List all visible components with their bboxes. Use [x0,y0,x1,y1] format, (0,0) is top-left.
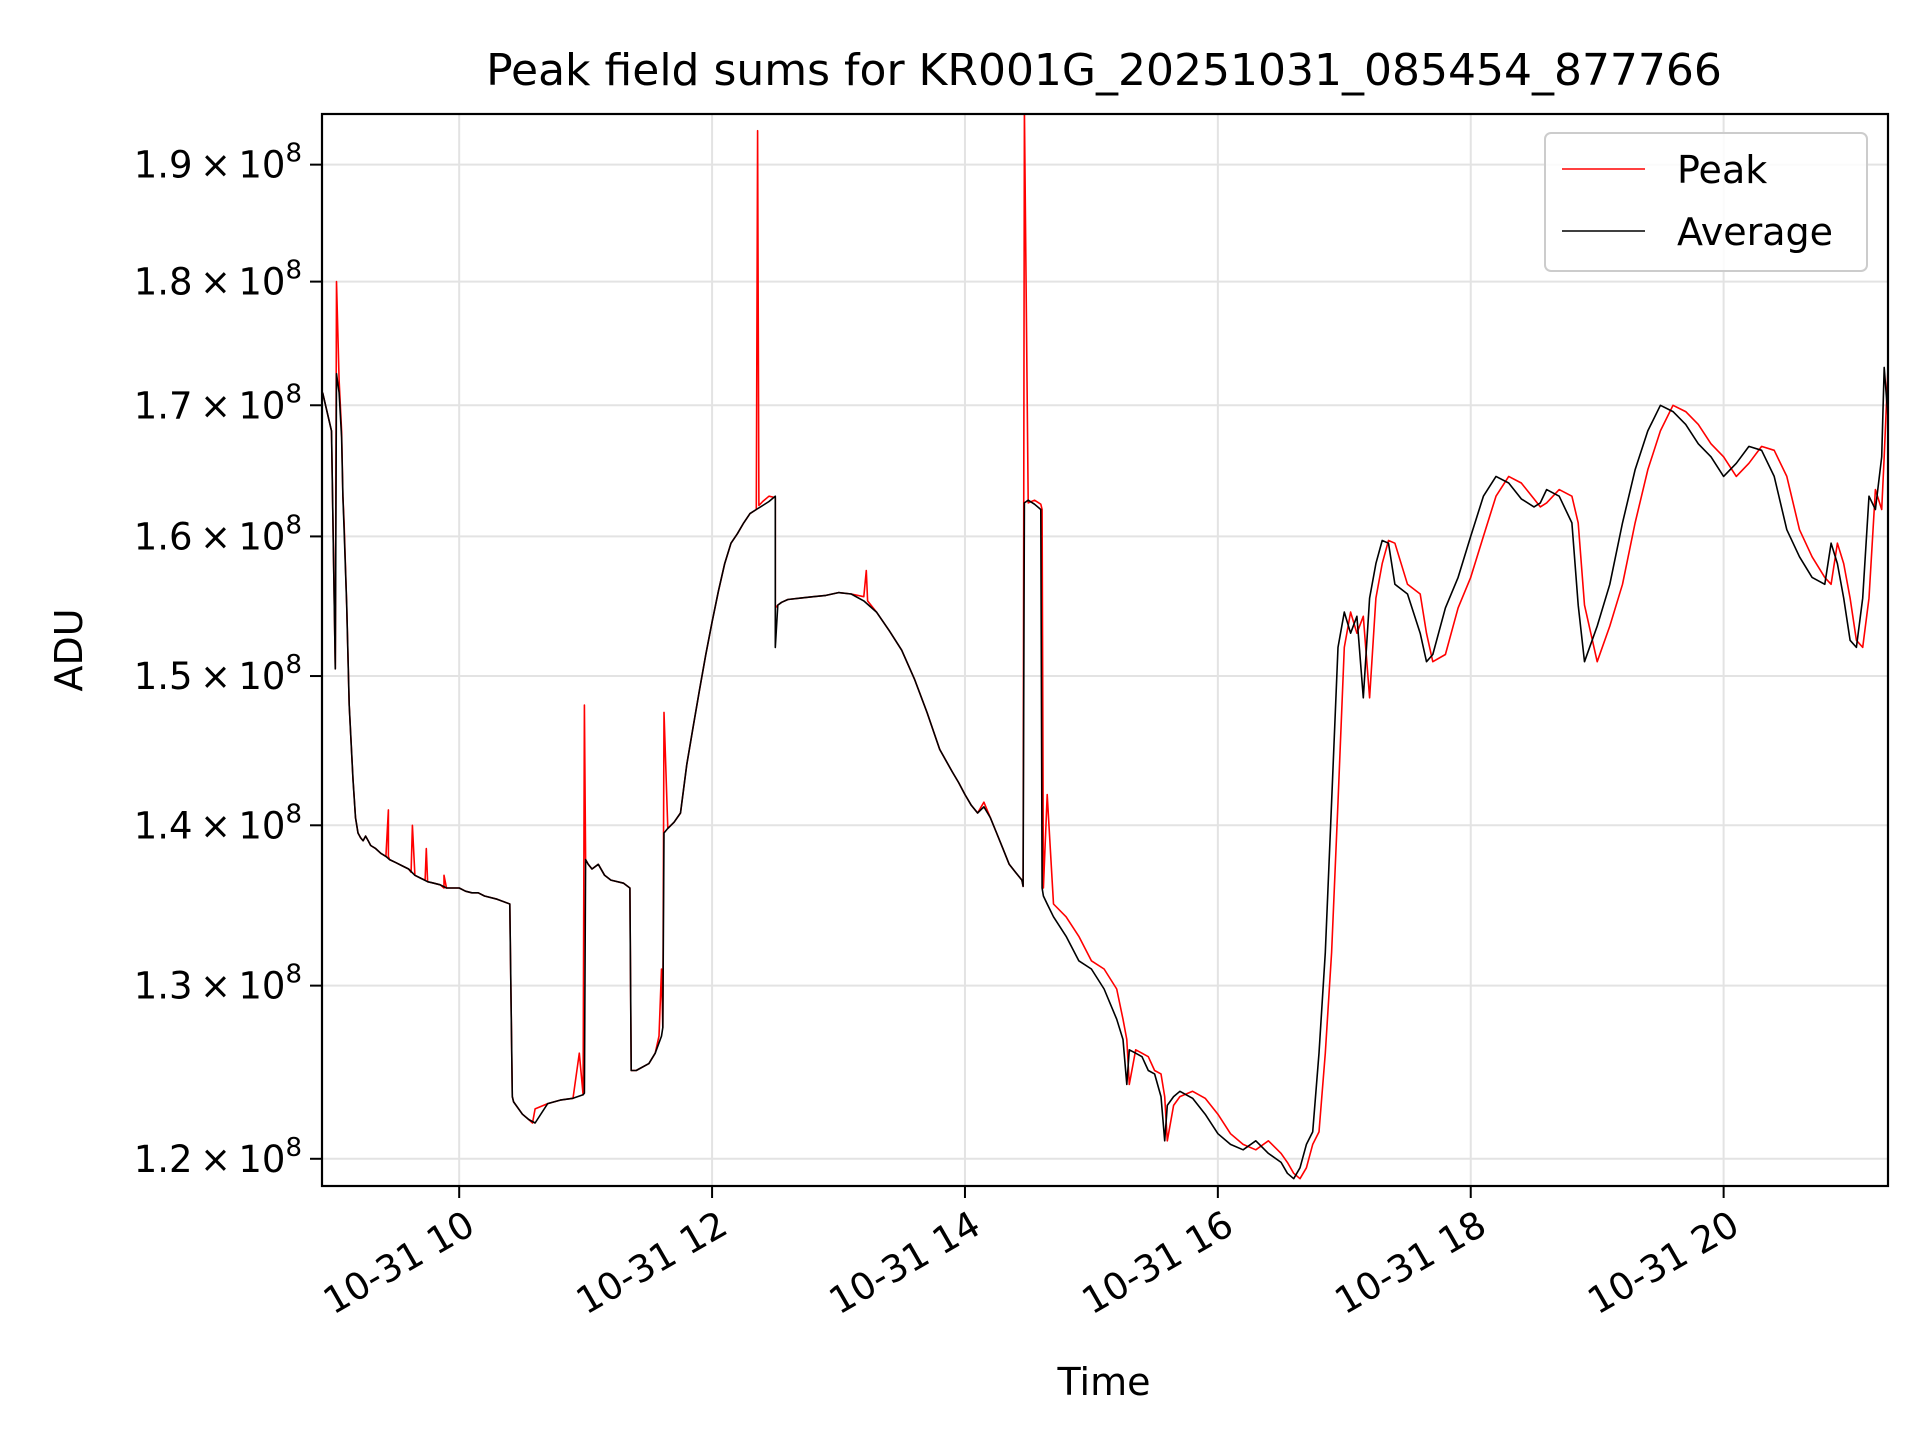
x-axis-label: Time [1057,1360,1151,1404]
y-tick-times: × [193,261,239,304]
y-tick-exponent: 8 [285,510,302,540]
y-tick-base: 10 [238,1138,285,1181]
y-tick-times: × [193,144,239,187]
legend: Peak Average [1544,132,1868,272]
y-tick-base: 10 [238,655,285,698]
y-tick-times: × [193,515,239,558]
y-tick-times: × [193,804,239,847]
y-tick-base: 10 [238,144,285,187]
plot-frame [320,112,1890,1188]
y-tick-times: × [193,965,239,1008]
y-tick-label: 1.2 × 108 [134,1133,302,1181]
y-tick-times: × [193,384,239,427]
y-tick-mantissa: 1.5 [134,655,193,698]
y-tick-label: 1.9 × 108 [134,139,302,187]
y-tick-mantissa: 1.3 [134,965,193,1008]
y-tick-base: 10 [238,804,285,847]
y-tick-exponent: 8 [285,379,302,409]
y-tick-label: 1.4 × 108 [134,799,302,847]
y-tick-mantissa: 1.2 [134,1138,193,1181]
y-tick-base: 10 [238,384,285,427]
y-tick-exponent: 8 [285,139,302,169]
legend-label-average: Average [1677,210,1833,254]
y-tick-label: 1.6 × 108 [134,510,302,558]
y-tick-base: 10 [238,261,285,304]
y-tick-label: 1.5 × 108 [134,650,302,698]
plot-series [322,114,1888,1180]
y-tick-label: 1.8 × 108 [134,256,302,304]
y-tick-mantissa: 1.7 [134,384,193,427]
y-tick-exponent: 8 [285,1133,302,1163]
y-tick-mantissa: 1.4 [134,804,193,847]
y-tick-base: 10 [238,515,285,558]
y-tick-exponent: 8 [285,960,302,990]
y-tick-mantissa: 1.9 [134,144,193,187]
legend-box [1544,132,1868,272]
series-line-average [322,366,1888,1180]
y-tick-base: 10 [238,965,285,1008]
y-axis-label: ADU [47,608,91,691]
y-tick-label: 1.3 × 108 [134,960,302,1008]
legend-label-peak: Peak [1677,148,1767,192]
y-tick-mantissa: 1.8 [134,261,193,304]
y-tick-label: 1.7 × 108 [134,379,302,427]
chart-title: Peak field sums for KR001G_20251031_0854… [486,45,1722,96]
y-tick-mantissa: 1.6 [134,515,193,558]
y-tick-exponent: 8 [285,256,302,286]
y-tick-times: × [193,1138,239,1181]
y-tick-exponent: 8 [285,650,302,680]
y-tick-times: × [193,655,239,698]
y-tick-exponent: 8 [285,799,302,829]
